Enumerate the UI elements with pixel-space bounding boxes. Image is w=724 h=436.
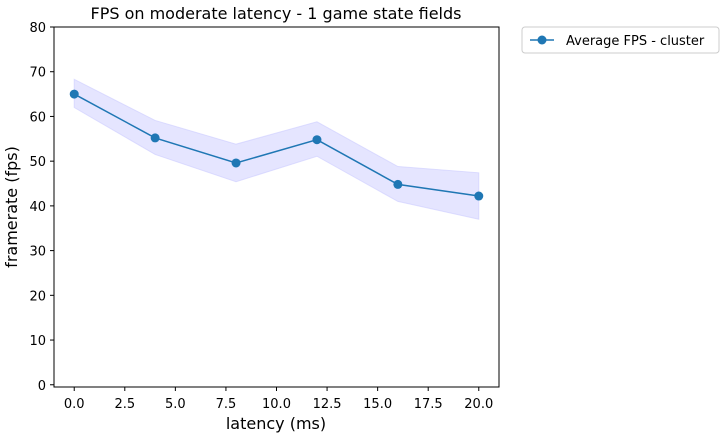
y-tick-label: 10 [29,334,46,349]
y-axis-label: framerate (fps) [2,146,21,268]
legend-marker [537,35,547,45]
y-tick-label: 40 [29,200,46,215]
x-tick-label: 12.5 [313,397,342,412]
data-point [393,179,403,189]
data-point [150,133,160,143]
plot-area [69,78,484,220]
x-tick-label: 15.0 [363,397,392,412]
x-axis: 0.0 2.5 5.0 7.5 10.0 12.5 15.0 17.5 20.0 [64,387,493,412]
x-axis-label: latency (ms) [226,414,326,433]
x-tick-label: 20.0 [464,397,493,412]
y-axis: 0 10 20 30 40 50 60 70 80 [29,21,54,394]
x-tick-label: 10.0 [262,397,291,412]
legend-box [521,26,720,54]
series-line [73,93,479,197]
x-tick-label: 0.0 [64,397,85,412]
x-tick-label: 7.5 [216,397,237,412]
y-tick-label: 20 [29,289,46,304]
data-point [69,89,79,99]
x-tick-label: 2.5 [114,397,135,412]
legend-label: Average FPS - cluster [566,34,705,49]
legend: Average FPS - cluster [521,26,720,54]
data-point [312,135,322,145]
x-tick-label: 17.5 [414,397,443,412]
y-tick-label: 50 [29,155,46,170]
confidence-band [73,78,480,220]
y-tick-label: 60 [29,110,46,125]
chart-title: FPS on moderate latency - 1 game state f… [90,4,461,23]
y-tick-label: 0 [38,379,46,394]
data-point [474,191,484,201]
data-point [231,158,241,168]
x-tick-label: 5.0 [165,397,186,412]
y-tick-label: 70 [29,66,46,81]
y-tick-label: 30 [29,245,46,260]
y-tick-label: 80 [29,21,46,36]
